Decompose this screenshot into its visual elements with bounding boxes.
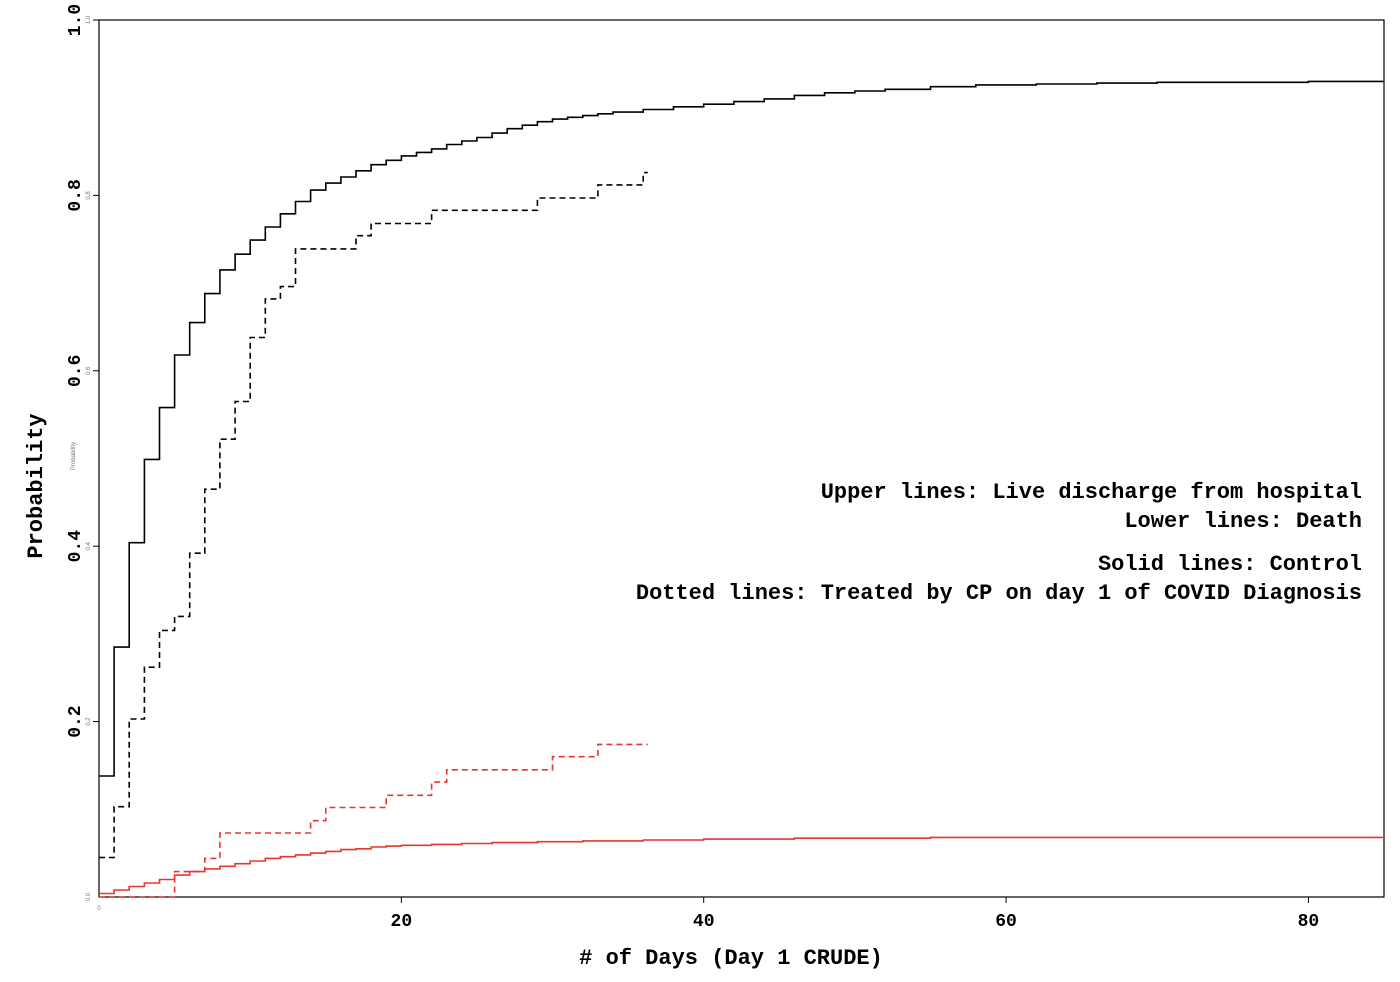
y-mini-tick-label-5: 1.0 (86, 15, 92, 24)
y-mini-tick-label-0: 0.0 (86, 892, 92, 901)
y-tick-label-0.4: 0.4 (66, 530, 86, 563)
series-discharge-control (99, 80, 1384, 777)
legend-line-1: Upper lines: Live discharge from hospita… (821, 480, 1362, 505)
y-mini-tick-label-3: 0.6 (86, 366, 92, 375)
plot-frame (98, 19, 1385, 898)
x-tick-label-40: 40 (693, 912, 715, 932)
x-axis-title: # of Days (Day 1 CRUDE) (579, 946, 883, 971)
legend-line-3: Solid lines: Control (1098, 552, 1362, 577)
y-tick-label-0.2: 0.2 (66, 705, 86, 737)
x-tick-label-60: 60 (995, 912, 1017, 932)
series-lines (99, 80, 1385, 898)
series-death-treated (99, 743, 648, 898)
y-tick-label-0.6: 0.6 (66, 355, 86, 387)
y-mini-tick-label-4: 0.8 (86, 191, 92, 200)
x-tick-label-20: 20 (391, 912, 413, 932)
x-mini-tick-label-0: 0 (97, 906, 101, 912)
y-axis-title: Probability (24, 413, 49, 558)
legend-line-4: Dotted lines: Treated by CP on day 1 of … (636, 581, 1362, 606)
x-tick-label-80: 80 (1298, 912, 1320, 932)
y-tick-label-0.8: 0.8 (66, 179, 86, 211)
series-discharge-treated (99, 171, 648, 859)
y-tick-label-1: 1.0 (66, 4, 86, 36)
legend-line-2: Lower lines: Death (1124, 509, 1362, 534)
series-death-control (99, 836, 1385, 895)
y-mini-tick-label-1: 0.2 (86, 717, 92, 726)
y-axis-mini-label: Probability (71, 442, 77, 470)
axes: 20 40 60 80 0 0.2 0.4 0.6 0.8 1.0 0.0 0.2 0.4 0.6 0.8 1… (66, 4, 1319, 932)
y-mini-tick-label-2: 0.4 (86, 541, 92, 550)
legend: Upper lines: Live discharge from hospita… (636, 480, 1362, 606)
